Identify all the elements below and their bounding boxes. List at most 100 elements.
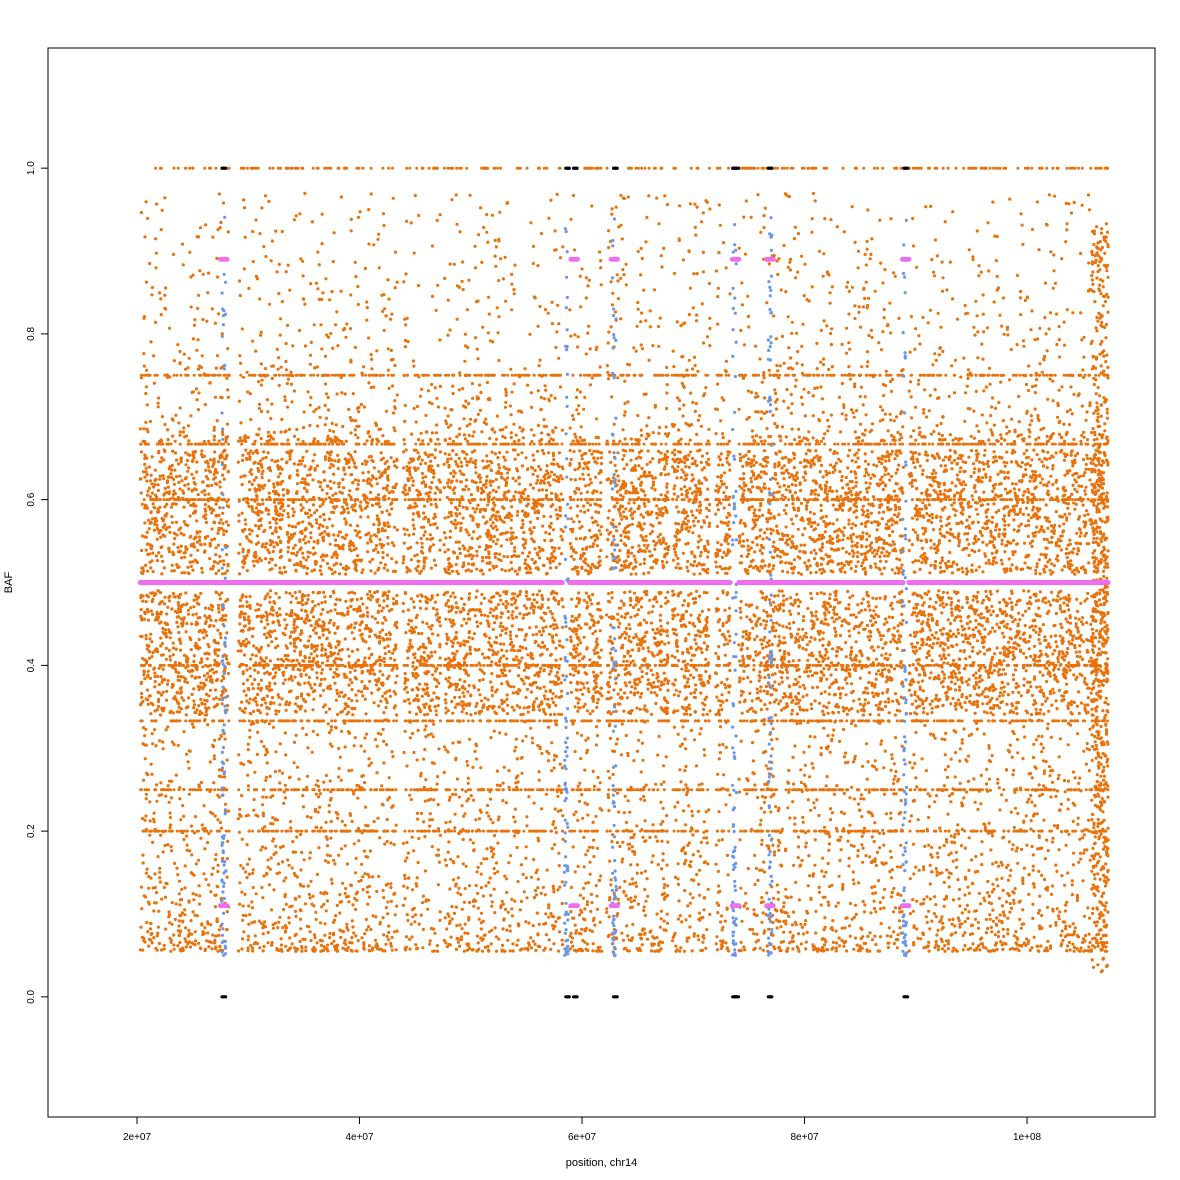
baf-point bbox=[438, 624, 442, 628]
baf-point bbox=[744, 453, 748, 457]
baf-point bbox=[474, 465, 478, 469]
baf-point bbox=[383, 461, 387, 465]
baf-point bbox=[627, 623, 631, 627]
baf-point bbox=[856, 456, 860, 460]
baf-point bbox=[773, 594, 777, 598]
baf-point bbox=[386, 597, 390, 601]
baf-point bbox=[510, 603, 514, 607]
baf-point bbox=[353, 668, 357, 673]
baf-point bbox=[649, 621, 654, 625]
baf-point bbox=[885, 522, 889, 526]
baf-point bbox=[955, 473, 960, 477]
baf-point bbox=[1041, 599, 1045, 603]
baf-point bbox=[413, 501, 417, 505]
baf-point bbox=[615, 501, 619, 505]
baf-point bbox=[301, 551, 305, 555]
baf-point bbox=[487, 550, 491, 554]
baf-point bbox=[930, 699, 934, 703]
baf-point bbox=[506, 610, 510, 614]
baf-point bbox=[971, 673, 976, 678]
baf-point bbox=[318, 485, 322, 489]
baf-point bbox=[444, 677, 448, 681]
baf-point bbox=[186, 669, 190, 673]
baf-point bbox=[763, 635, 767, 640]
baf-point bbox=[260, 472, 264, 476]
baf-point bbox=[824, 514, 828, 519]
baf-point bbox=[677, 461, 681, 465]
baf-point bbox=[938, 654, 942, 658]
baf-point bbox=[479, 621, 483, 625]
baf-point bbox=[985, 605, 989, 610]
baf-point bbox=[406, 697, 411, 702]
baf-point bbox=[1089, 656, 1093, 660]
baf-point bbox=[433, 705, 437, 709]
baf-point bbox=[962, 666, 966, 671]
baf-point bbox=[1007, 513, 1011, 518]
baf-point bbox=[1010, 605, 1014, 609]
baf-point bbox=[1032, 448, 1036, 452]
baf-point bbox=[274, 646, 278, 650]
baf-point bbox=[335, 505, 339, 509]
baf-point bbox=[216, 561, 220, 565]
baf-point bbox=[653, 691, 657, 695]
baf-point bbox=[505, 712, 510, 716]
baf-point bbox=[796, 527, 800, 531]
baf-point bbox=[1076, 609, 1080, 614]
baf-point bbox=[195, 597, 199, 601]
baf-point bbox=[861, 597, 865, 601]
baf-point bbox=[172, 489, 176, 493]
baf-point bbox=[684, 624, 688, 629]
baf-point bbox=[778, 485, 782, 489]
baf-point bbox=[465, 463, 469, 467]
baf-point bbox=[516, 658, 520, 662]
baf-point bbox=[432, 558, 436, 562]
baf-point bbox=[293, 543, 297, 547]
baf-point bbox=[535, 600, 539, 605]
baf-point bbox=[453, 471, 457, 475]
baf-point bbox=[450, 699, 454, 704]
baf-point bbox=[438, 480, 442, 484]
baf-point bbox=[582, 477, 586, 481]
baf-point bbox=[991, 489, 995, 493]
baf-point bbox=[943, 488, 947, 492]
baf-point bbox=[321, 558, 325, 562]
baf-point bbox=[204, 468, 208, 472]
baf-point bbox=[551, 700, 556, 705]
baf-point bbox=[238, 622, 242, 626]
baf-point bbox=[695, 486, 699, 490]
baf-point bbox=[884, 467, 888, 471]
baf-point bbox=[888, 533, 892, 538]
baf-point bbox=[1001, 693, 1005, 697]
baf-point bbox=[914, 602, 918, 607]
baf-point bbox=[907, 688, 912, 692]
baf-point bbox=[937, 677, 941, 681]
baf-point bbox=[761, 596, 765, 600]
baf-point bbox=[523, 488, 527, 492]
baf-point bbox=[391, 597, 396, 601]
baf-point bbox=[659, 624, 663, 628]
baf-point bbox=[690, 456, 695, 460]
baf-point bbox=[665, 653, 670, 657]
baf-point bbox=[967, 677, 971, 682]
baf-point bbox=[1038, 627, 1042, 631]
baf-point bbox=[337, 530, 341, 534]
baf-point bbox=[856, 550, 860, 555]
baf-point bbox=[210, 608, 214, 612]
baf-point bbox=[242, 615, 246, 619]
baf-point bbox=[857, 448, 861, 452]
baf-point bbox=[265, 670, 269, 674]
baf-point bbox=[194, 612, 198, 616]
baf-point bbox=[881, 634, 885, 638]
baf-point bbox=[203, 542, 207, 546]
baf-point bbox=[532, 458, 536, 462]
baf-point bbox=[922, 710, 926, 715]
baf-point bbox=[1060, 699, 1064, 703]
baf-point bbox=[558, 562, 562, 566]
baf-point bbox=[581, 467, 586, 471]
baf-point bbox=[378, 538, 382, 542]
baf-point bbox=[950, 613, 954, 617]
baf-point bbox=[296, 550, 300, 554]
baf-point bbox=[942, 653, 946, 657]
baf-point bbox=[972, 471, 976, 475]
baf-point bbox=[658, 618, 663, 623]
